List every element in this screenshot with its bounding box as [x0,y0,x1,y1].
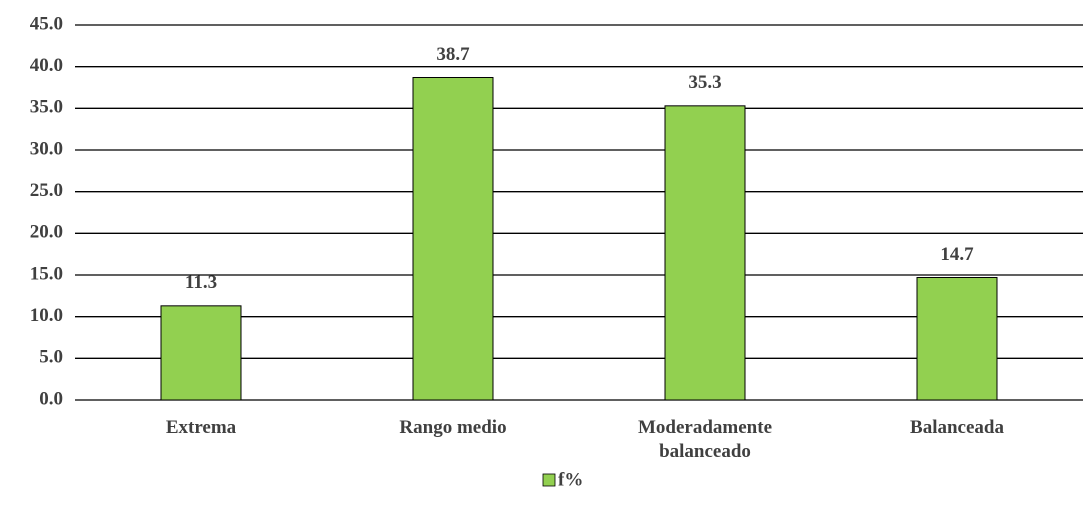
x-tick-label: Balanceada [910,417,1004,438]
x-tick-label-box: Rango medio [399,417,507,438]
y-tick-label: 15.0 [30,263,63,284]
x-tick-label-box: Balanceada [910,417,1004,438]
x-tick-label-box: Moderadamente balanceado [637,417,773,462]
data-label: 38.7 [436,44,470,65]
y-tick-label: 0.0 [39,388,63,409]
bar [412,77,494,401]
y-tick-label: 25.0 [30,180,63,201]
x-tick-label: Moderadamente balanceado [637,417,773,462]
x-tick-label-box: Extrema [165,417,237,438]
y-tick-label: 40.0 [30,55,63,76]
data-label: 14.7 [940,244,974,265]
bar [916,277,998,401]
y-tick-label: 20.0 [30,222,63,243]
data-label: 35.3 [688,72,721,93]
data-label: 11.3 [185,272,217,293]
y-tick-label: 30.0 [30,138,63,159]
y-tick-label: 5.0 [39,347,63,368]
y-tick-label: 35.0 [30,97,63,118]
x-tick-label: Extrema [165,417,237,438]
legend-swatch [542,473,556,487]
bar [160,305,242,401]
bar [664,105,746,401]
y-tick-label: 10.0 [30,305,63,326]
y-tick-label: 45.0 [30,13,63,34]
legend-label: f% [558,469,583,490]
x-tick-label: Rango medio [399,417,507,438]
